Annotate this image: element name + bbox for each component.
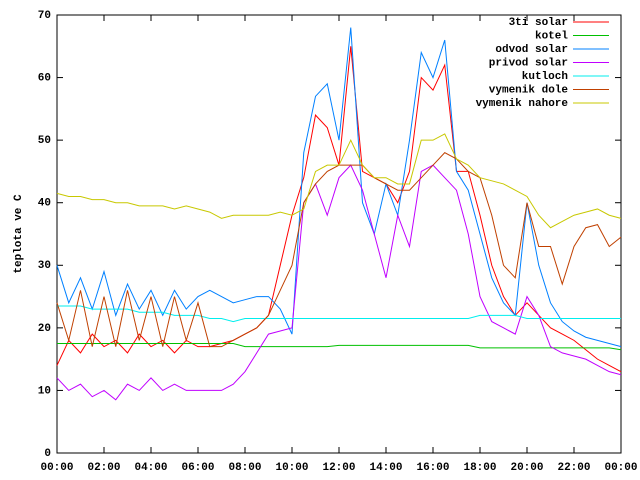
legend-label: vymenik nahore [476,98,569,110]
legend-label: odvod solar [495,44,568,56]
x-tick-label: 22:00 [557,462,590,474]
x-tick-label: 06:00 [181,462,214,474]
x-tick-label: 18:00 [463,462,496,474]
y-tick-label: 10 [38,385,51,397]
y-axis-label: teplota ve C [13,194,25,274]
y-tick-label: 40 [38,198,51,210]
x-tick-label: 14:00 [369,462,402,474]
legend-label: privod solar [489,57,568,69]
x-tick-label: 00:00 [40,462,73,474]
y-tick-label: 30 [38,260,51,272]
x-tick-label: 10:00 [275,462,308,474]
series-line [56,164,622,401]
x-tick-label: 20:00 [510,462,543,474]
legend-label: 3ti solar [509,17,568,29]
x-tick-label: 08:00 [228,462,261,474]
series-line [56,152,622,348]
series-line [57,305,621,323]
y-tick-label: 60 [38,72,51,84]
y-tick-label: 70 [38,10,51,22]
legend-label: kutloch [522,71,568,83]
series-line [57,343,622,351]
x-tick-label: 02:00 [87,462,120,474]
series-line [56,133,622,229]
y-tick-label: 0 [44,448,51,460]
x-tick-label: 00:00 [604,462,637,474]
y-tick-label: 20 [38,323,51,335]
legend-label: kotel [535,30,568,42]
x-tick-label: 12:00 [322,462,355,474]
x-tick-label: 16:00 [416,462,449,474]
legend-label: vymenik dole [489,84,569,96]
x-tick-label: 04:00 [134,462,167,474]
y-tick-label: 50 [38,135,51,147]
